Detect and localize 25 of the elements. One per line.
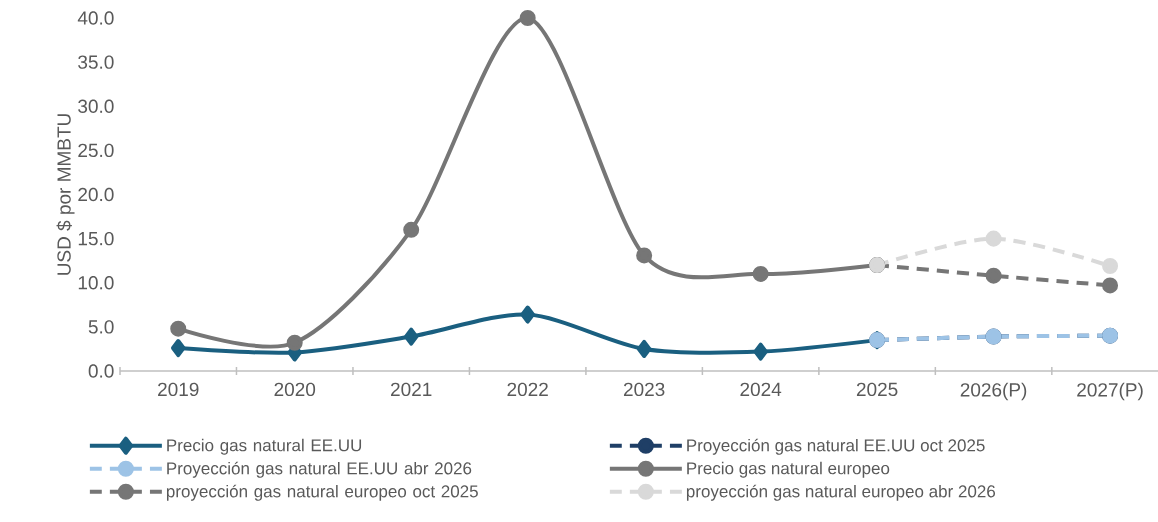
y-tick-label: 5.0 — [88, 320, 114, 334]
x-tick-label: 2019 — [158, 382, 199, 397]
x-tick-label: 2023 — [623, 382, 665, 397]
x-tick-label: 2026(P) — [960, 382, 1027, 401]
legend-label: Precio gas natural europeo — [687, 461, 890, 478]
x-tick-label: 2020 — [274, 382, 316, 397]
legend-label: Proyección gas natural EE.UU oct 2025 — [687, 438, 985, 455]
y-tick-label: 0.0 — [88, 364, 114, 378]
legend-label: proyección gas natural europeo abr 2026 — [686, 484, 996, 501]
legend-label: proyección gas natural europeo oct 2025 — [166, 484, 478, 501]
y-tick-label: 25.0 — [78, 143, 114, 158]
x-tick-label: 2027(P) — [1077, 382, 1143, 401]
y-tick-label: 30.0 — [78, 99, 114, 113]
legend-label: Proyección gas natural EE.UU abr 2026 — [167, 461, 472, 478]
y-tick-label: 15.0 — [78, 231, 114, 246]
x-tick-label: 2022 — [507, 382, 548, 397]
y-axis-title: USD $ por MMBTU — [56, 114, 75, 275]
x-tick-label: 2025 — [856, 382, 898, 397]
x-tick-label: 2021 — [391, 382, 432, 397]
x-tick-label: 2024 — [740, 382, 782, 397]
y-tick-label: 20.0 — [78, 187, 114, 202]
y-tick-label: 10.0 — [78, 276, 114, 290]
y-tick-label: 35.0 — [78, 55, 114, 69]
legend-label: Precio gas natural EE.UU — [167, 438, 362, 455]
y-tick-label: 40.0 — [77, 11, 114, 25]
